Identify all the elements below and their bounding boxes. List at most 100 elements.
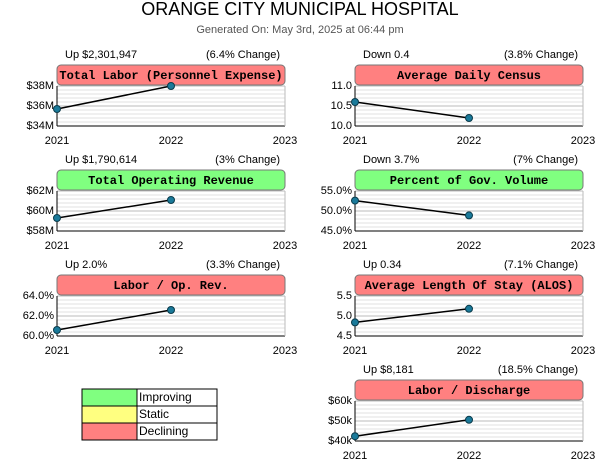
x-tick-label: 2021 (343, 135, 367, 147)
data-point (351, 196, 359, 205)
trend-line (354, 419, 470, 437)
status-banner (354, 379, 584, 401)
y-tick-label: $34M (26, 120, 54, 132)
x-tick-label: 2021 (343, 450, 367, 462)
y-tick-label: $38M (26, 80, 54, 92)
data-point (351, 432, 359, 441)
x-tick-label: 2023 (273, 135, 297, 147)
x-tick-label: 2021 (45, 240, 69, 252)
y-tick-label: 11.0 (331, 80, 352, 92)
y-tick-label: 5.0 (337, 310, 352, 322)
legend-swatch (81, 405, 138, 424)
data-point (167, 82, 175, 90)
data-point (465, 114, 473, 122)
data-point (465, 304, 473, 313)
change-pct: (3.3% Change) (206, 259, 280, 271)
x-tick-label: 2021 (45, 135, 69, 147)
data-point (465, 211, 473, 220)
chart-title: Total Operating Revenue (88, 174, 254, 188)
y-tick-label: 5.5 (337, 290, 352, 302)
data-point (465, 415, 473, 424)
change-label: Up 2.0% (65, 259, 107, 271)
x-tick-label: 2022 (159, 240, 183, 252)
status-banner (354, 169, 584, 191)
y-tick-label: 60.0% (23, 330, 54, 342)
trend-line (354, 308, 470, 324)
legend-label: Improving (139, 390, 192, 404)
legend-swatch (81, 422, 138, 441)
data-point (53, 105, 61, 113)
y-tick-label: $58M (26, 225, 54, 237)
change-label: Up $1,790,614 (65, 154, 137, 166)
y-tick-label: $60M (26, 205, 54, 217)
x-tick-label: 2022 (457, 135, 481, 147)
data-point (351, 318, 359, 327)
y-tick-label: 4.5 (337, 330, 352, 342)
trend-line (56, 85, 172, 110)
page-title: ORANGE CITY MUNICIPAL HOSPITAL (141, 0, 458, 19)
chart-title: Labor / Op. Rev. (113, 279, 228, 293)
change-pct: (7% Change) (513, 154, 578, 166)
status-banner (354, 64, 584, 86)
change-pct: (18.5% Change) (498, 364, 578, 376)
change-label: Up $8,181 (363, 364, 414, 376)
change-pct: (3% Change) (215, 154, 280, 166)
trend-line (56, 199, 172, 219)
data-point (53, 214, 61, 222)
y-tick-label: 62.0% (23, 310, 54, 322)
x-tick-label: 2021 (343, 345, 367, 357)
x-tick-label: 2022 (457, 240, 481, 252)
legend-label: Static (139, 407, 169, 421)
y-tick-label: $50k (328, 415, 352, 427)
change-label: Down 3.7% (363, 154, 419, 166)
change-label: Down 0.4 (363, 49, 409, 61)
x-tick-label: 2022 (457, 450, 481, 462)
x-tick-label: 2023 (273, 345, 297, 357)
change-label: Up $2,301,947 (65, 49, 137, 61)
y-tick-label: 45.0% (321, 225, 352, 237)
x-tick-label: 2023 (571, 240, 595, 252)
x-tick-label: 2023 (571, 135, 595, 147)
x-tick-label: 2023 (571, 450, 595, 462)
page-subtitle: Generated On: May 3rd, 2025 at 06:44 pm (196, 24, 403, 36)
data-point (167, 306, 175, 314)
legend-cell (136, 422, 218, 441)
trend-line (354, 101, 470, 119)
y-tick-label: $62M (26, 185, 54, 197)
y-tick-label: $36M (26, 100, 54, 112)
change-pct: (7.1% Change) (504, 259, 578, 271)
chart-title: Percent of Gov. Volume (390, 174, 548, 188)
y-tick-label: 10.5 (331, 100, 352, 112)
status-banner (354, 274, 584, 296)
data-point (53, 326, 61, 334)
change-pct: (3.8% Change) (504, 49, 578, 61)
chart-title: Labor / Discharge (408, 384, 530, 398)
legend-swatch (81, 388, 138, 407)
x-tick-label: 2022 (159, 135, 183, 147)
legend-label: Declining (139, 424, 188, 438)
x-tick-label: 2023 (273, 240, 297, 252)
chart-title: Average Length Of Stay (ALOS) (365, 279, 574, 293)
y-tick-label: $40k (328, 435, 352, 447)
y-tick-label: 55.0% (321, 185, 352, 197)
trend-line (56, 309, 172, 331)
x-tick-label: 2022 (159, 345, 183, 357)
y-tick-label: $60k (328, 395, 352, 407)
chart-title: Total Labor (Personnel Expense) (59, 69, 282, 83)
status-banner (56, 274, 286, 296)
x-tick-label: 2022 (457, 345, 481, 357)
y-tick-label: 10.0 (331, 120, 352, 132)
change-pct: (6.4% Change) (206, 49, 280, 61)
y-tick-label: 50.0% (321, 205, 352, 217)
x-tick-label: 2021 (45, 345, 69, 357)
x-tick-label: 2023 (571, 345, 595, 357)
data-point (351, 98, 359, 106)
chart-title: Average Daily Census (397, 69, 541, 83)
data-point (167, 196, 175, 204)
x-tick-label: 2021 (343, 240, 367, 252)
y-tick-label: 64.0% (23, 290, 54, 302)
trend-line (354, 199, 470, 217)
change-label: Up 0.34 (363, 259, 402, 271)
status-banner (56, 169, 286, 191)
